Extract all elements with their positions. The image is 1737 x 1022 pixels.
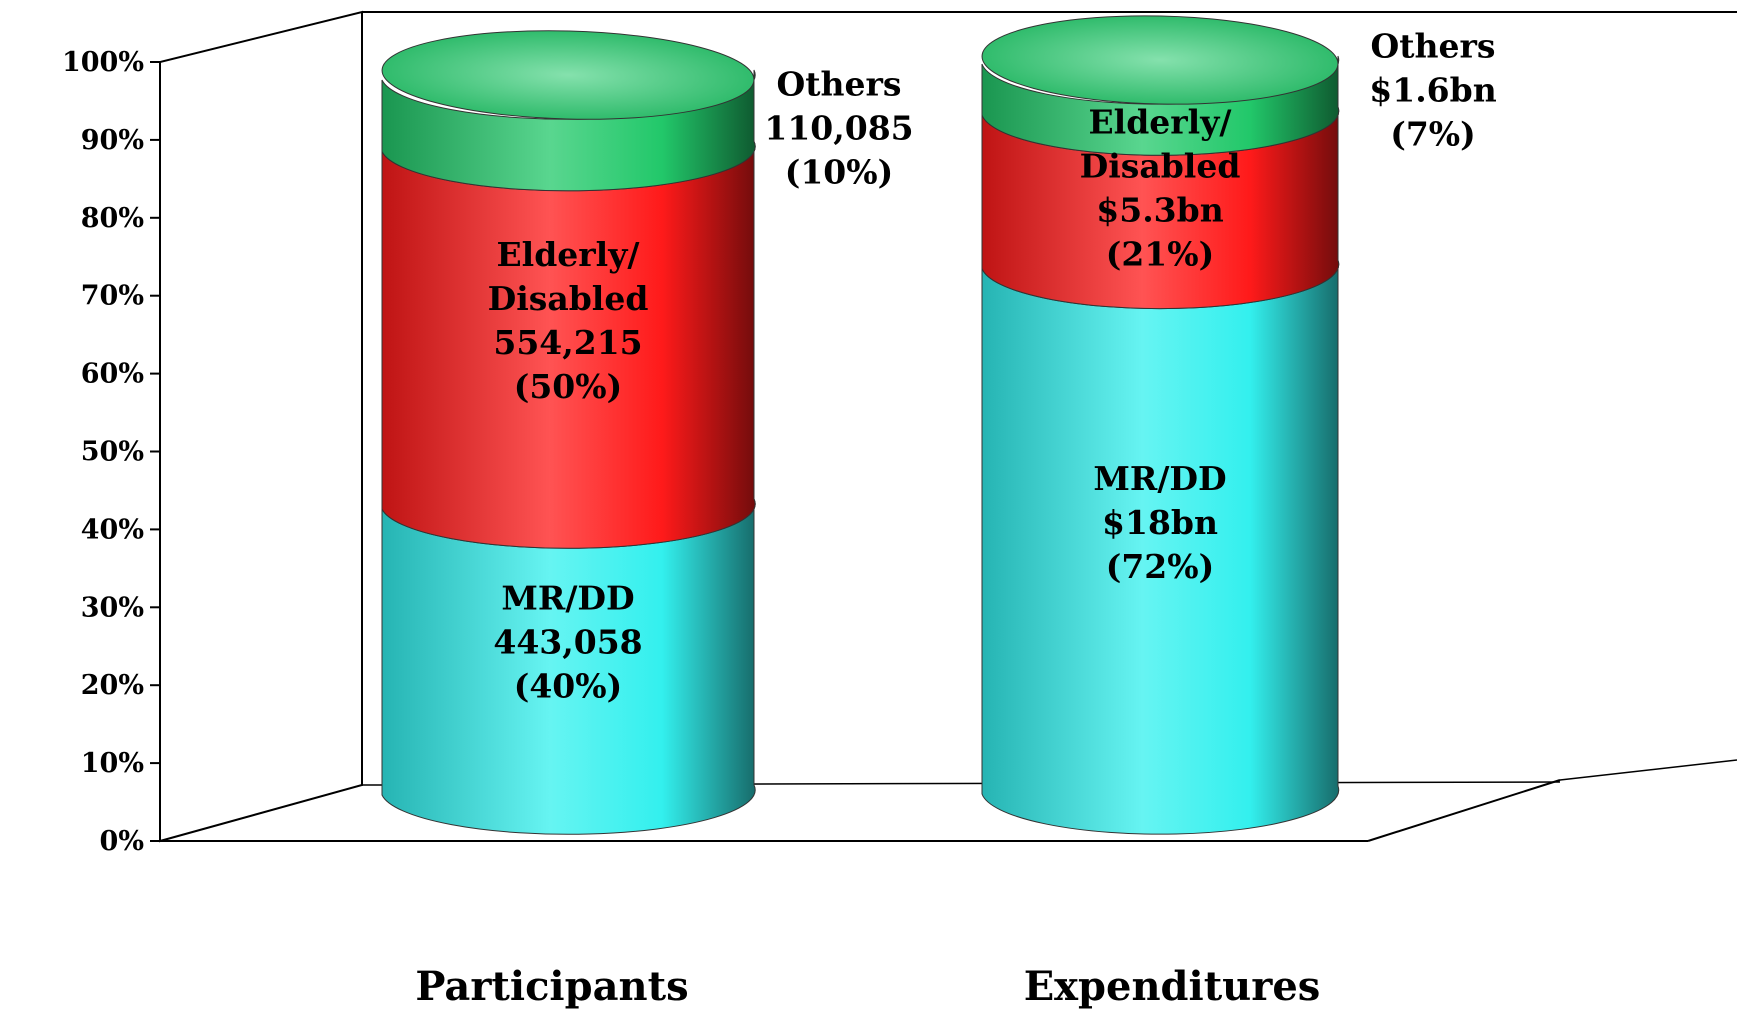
y-tick-label: 50% [81, 437, 144, 468]
x-axis-categories: Participants Expenditures [415, 963, 1320, 1010]
data-labels: MR/DD 443,058 (40%) Elderly/Disabled 554,215… [488, 27, 1497, 706]
y-tick-label: 30% [81, 592, 144, 623]
chart-walls [159, 10, 1737, 843]
y-tick-label: 20% [81, 670, 144, 701]
segment-others-participants [381, 69, 756, 192]
y-tick-label: 0% [100, 826, 144, 857]
data-label-elderly-disabled-participants: Elderly/Disabled 554,215 (50%) [488, 235, 649, 406]
floor-right-edge [1367, 779, 1561, 842]
data-label-mr-dd-expenditures: MR/DD $18bn (72%) [1093, 459, 1226, 586]
left-wall [159, 10, 363, 843]
y-axis-ticks: 0% 10% 20% 30% 40% 50% 60% 70% 80% 90% 100% [62, 47, 160, 857]
y-tick-label: 70% [81, 281, 144, 312]
cylinder-expenditures [981, 15, 1340, 835]
y-tick-label: 80% [81, 203, 144, 234]
y-tick-label: 10% [81, 748, 144, 779]
y-tick-label: 90% [81, 125, 144, 156]
right-wall-floor-edge [1559, 759, 1737, 781]
data-label-others-expenditures: Others $1.6bn (7%) [1369, 27, 1496, 154]
cylinder-top-expenditures [981, 15, 1339, 105]
chart-bars [381, 15, 1340, 835]
data-label-mr-dd-participants: MR/DD 443,058 (40%) [493, 579, 642, 706]
y-tick-label: 40% [81, 514, 144, 545]
data-label-others-participants: Others 110,085 (10%) [764, 65, 913, 192]
segment-others-expenditures [981, 55, 1340, 156]
cylinder-top-participants [381, 30, 755, 120]
y-tick-label: 100% [62, 47, 144, 78]
y-tick-label: 60% [81, 359, 144, 390]
category-label-expenditures: Expenditures [1024, 963, 1321, 1010]
data-label-elderly-disabled-expenditures: Elderly/Disabled $5.3bn (21%) [1080, 102, 1241, 273]
cylinder-participants [381, 30, 756, 835]
category-label-participants: Participants [415, 963, 688, 1010]
